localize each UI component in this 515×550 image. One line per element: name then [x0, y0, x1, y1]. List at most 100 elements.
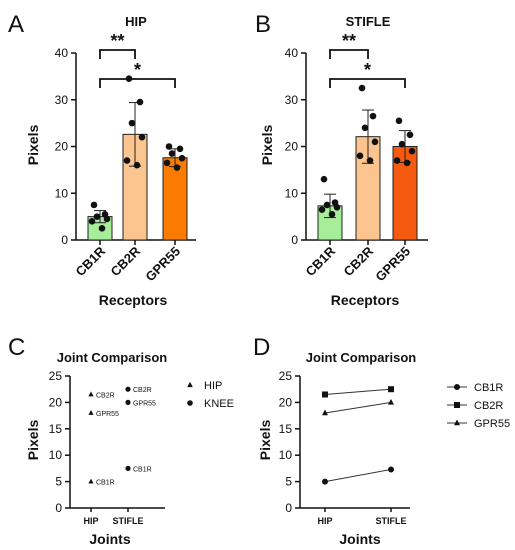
panel-d-legend-marker: [454, 384, 460, 390]
panel-a-y-tick-label: 0: [61, 233, 68, 247]
panel-a-y-tick-label: 30: [55, 93, 69, 107]
panel-c-y-tick-label: 5: [55, 475, 62, 489]
panel-b-data-point: [403, 159, 411, 167]
panel-b-y-tick-label: 0: [291, 233, 298, 247]
panel-d-y-tick-label: 0: [285, 501, 292, 515]
panel-d-title: Joint Comparison: [306, 350, 417, 365]
panel-c-ylabel: Pixels: [25, 420, 41, 461]
panel-b-x-tick-label: GPR55: [372, 244, 413, 285]
panel-d-y-tick-label: 15: [279, 422, 293, 436]
panel-d-ylabel: Pixels: [257, 420, 273, 461]
panel-b-significance-label: **: [342, 31, 356, 51]
panel-c-y-tick-label: 10: [49, 448, 63, 462]
panel-b-data-point: [358, 84, 366, 92]
panel-b-x-tick-label: CB1R: [302, 243, 338, 279]
panel-a-title: HIP: [125, 14, 147, 29]
panel-d-data-point: [388, 466, 394, 473]
panel-a-significance-label: **: [110, 31, 124, 51]
panel-c-legend-marker: [187, 400, 193, 406]
panel-d-series-line: [324, 388, 392, 395]
panel-d-legend-label: GPR55: [474, 418, 510, 430]
panel-a-data-point: [133, 161, 141, 169]
panel-a-data-point: [176, 145, 184, 153]
panel-d-y-tick-label: 25: [279, 369, 293, 383]
panel-c-point-label: CB2R: [133, 387, 152, 394]
panel-d-data-point: [322, 391, 328, 398]
panel-letter-c: C: [8, 334, 25, 361]
panel-b-data-point: [361, 124, 369, 132]
panel-c-point-label: CB1R: [133, 466, 152, 473]
panel-d-legend-marker: [454, 402, 460, 408]
panel-a-significance-label: *: [134, 60, 141, 80]
panel-c-title: Joint Comparison: [57, 350, 168, 365]
panel-c-point-label: CB1R: [96, 480, 115, 487]
panel-c-data-point: [88, 478, 94, 484]
panel-b-data-point: [318, 206, 326, 213]
panel-b-significance-bracket: [329, 49, 369, 59]
panel-a-y-tick-label: 10: [55, 186, 69, 200]
panel-b-data-point: [333, 203, 341, 211]
panel-c-y-tick-label: 15: [49, 422, 63, 436]
panel-c-point-label: GPR55: [133, 400, 156, 407]
panel-c-data-point: [88, 409, 94, 415]
panel-a-significance-bracket: [99, 49, 136, 59]
panel-b-y-tick-label: 20: [285, 140, 299, 154]
panel-c-plot: 0 5 10 15 20 25 HIP STIFLE CB2R GPR55 CB1R CB2R GPR5…: [49, 369, 234, 526]
panel-c-y-tick-label: 0: [55, 501, 62, 515]
panel-c-data-point: [125, 399, 131, 405]
panel-letter-d: D: [253, 334, 270, 361]
panel-d-y-tick-label: 20: [279, 395, 293, 409]
panel-a-data-point: [103, 215, 111, 223]
panel-b-data-point: [408, 147, 416, 155]
panel-b-data-point: [393, 157, 401, 164]
panel-a-significance-bracket: [99, 78, 176, 88]
panel-a-data-point: [123, 157, 131, 164]
panel-a-data-point: [138, 133, 146, 141]
panel-b-data-point: [371, 138, 379, 146]
panel-c-x-tick-label: HIP: [83, 516, 98, 526]
panel-d-xlabel: Joints: [339, 531, 380, 547]
panel-a-data-point: [128, 119, 136, 127]
panel-letter-a: A: [8, 11, 24, 38]
panel-a: HIP Pixels Receptors 0 10 20 30 40 CB1R CB2R GP…: [25, 14, 196, 308]
panel-a-data-point: [88, 218, 96, 225]
panel-c-point-label: GPR55: [96, 411, 119, 418]
panel-d-legend-label: CB2R: [474, 400, 503, 412]
panel-c-y-tick-label: 20: [49, 395, 63, 409]
panel-b-title: STIFLE: [346, 14, 391, 29]
panel-b-data-point: [356, 152, 364, 160]
panel-a-data-point: [90, 201, 98, 209]
panel-b-data-point: [328, 210, 336, 218]
panel-d-x-tick-label: STIFLE: [376, 516, 407, 526]
panel-a-data-point: [163, 159, 171, 167]
panel-d-data-point: [388, 386, 394, 393]
panel-c-legend-label: KNEE: [204, 398, 234, 410]
panel-b-data-point: [369, 112, 377, 120]
panel-c-data-point: [125, 465, 131, 471]
panel-b-data-point: [320, 175, 328, 183]
panel-d-y-tick-label: 10: [279, 448, 293, 462]
panel-c-point-label: CB2R: [96, 392, 115, 399]
panel-b-ylabel: Pixels: [259, 125, 275, 166]
panel-a-y-tick-label: 20: [55, 140, 69, 154]
panel-d-data-point: [322, 478, 328, 485]
panel-a-y-tick-label: 40: [55, 46, 69, 60]
panel-a-bar: [162, 157, 188, 241]
panel-a-data-point: [98, 225, 106, 232]
panel-letter-b: B: [255, 11, 271, 38]
panel-b-y-tick-label: 30: [285, 93, 299, 107]
panel-d: Joint Comparison Pixels Joints 0 5 10 15 20 2…: [257, 350, 510, 547]
panel-c-data-point: [125, 386, 131, 392]
panel-b-significance-bracket: [329, 78, 406, 88]
panel-c: Joint Comparison Pixels Joints 0 5 10 15 20 2…: [25, 350, 234, 547]
panel-c-legend-marker: [187, 381, 193, 388]
panel-b-data-point: [406, 131, 414, 139]
panel-a-xlabel: Receptors: [99, 292, 168, 308]
panel-b-data-point: [395, 117, 403, 125]
panel-b-y-tick-label: 40: [285, 46, 299, 60]
panel-d-series-line: [324, 468, 392, 483]
panel-c-y-tick-label: 25: [49, 369, 63, 383]
